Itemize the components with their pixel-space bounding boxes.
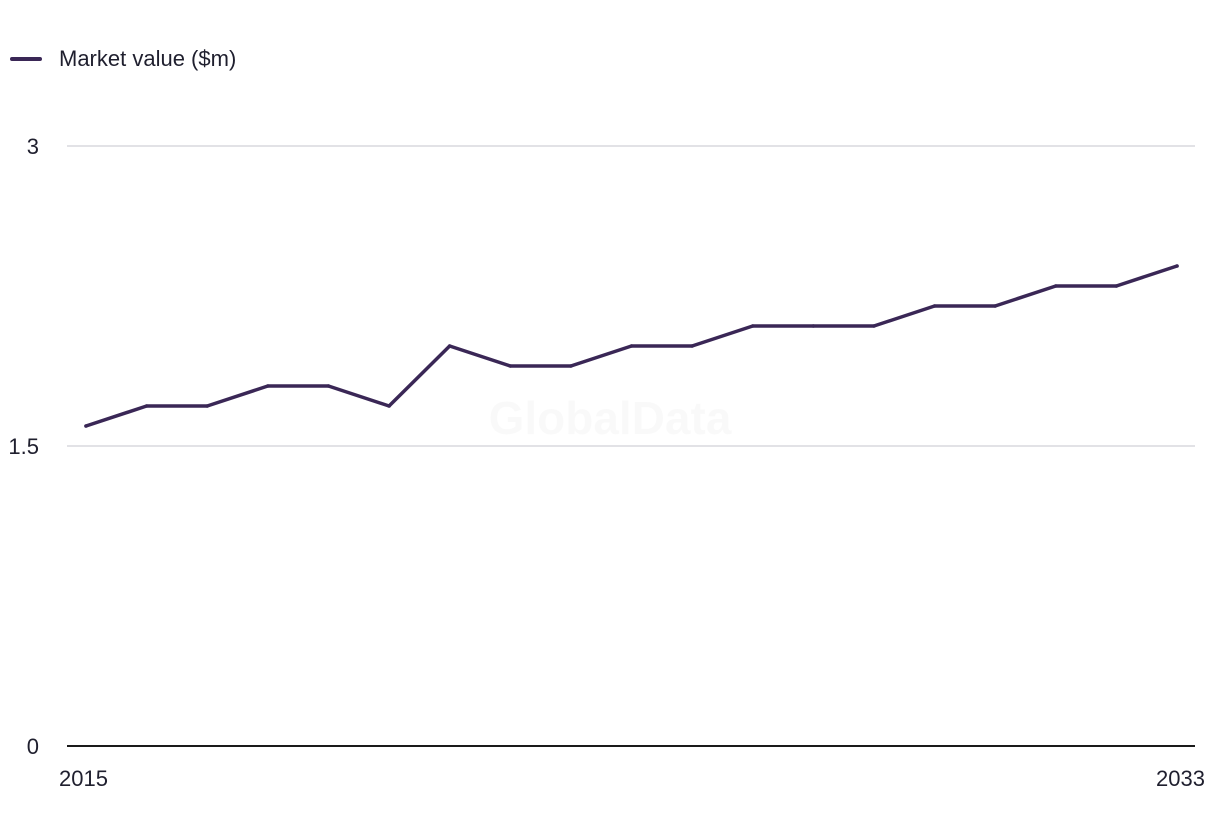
y-axis-tick-labels: 01.53 [8,134,39,759]
watermark: GlobalData [489,392,732,444]
data-point [508,364,513,368]
y-tick-label: 3 [27,134,39,159]
data-point [569,364,573,368]
legend-label: Market value ($m) [59,46,237,71]
y-tick-label: 0 [27,734,39,759]
data-point [629,344,634,348]
x-tick-label: 2015 [59,766,108,791]
data-point [811,324,816,328]
data-point [205,404,210,408]
data-point [750,324,755,328]
data-point [326,384,331,388]
data-point [266,384,270,388]
data-point [387,404,391,408]
legend-line-swatch [10,57,42,61]
data-point [1114,284,1119,288]
data-point [1175,264,1179,268]
data-point [993,304,997,308]
x-tick-label: 2033 [1156,766,1205,791]
data-point [144,404,149,408]
series-group [84,264,1179,428]
y-tick-label: 1.5 [8,434,39,459]
data-point [84,424,88,428]
data-point [932,304,937,308]
chart-legend: Market value ($m) [10,46,236,72]
data-point [1053,284,1058,288]
data-point [447,344,452,348]
x-axis-tick-labels: 2015 2033 [59,766,1205,791]
gridlines [67,145,1195,747]
data-point [872,324,876,328]
data-point [690,344,694,348]
